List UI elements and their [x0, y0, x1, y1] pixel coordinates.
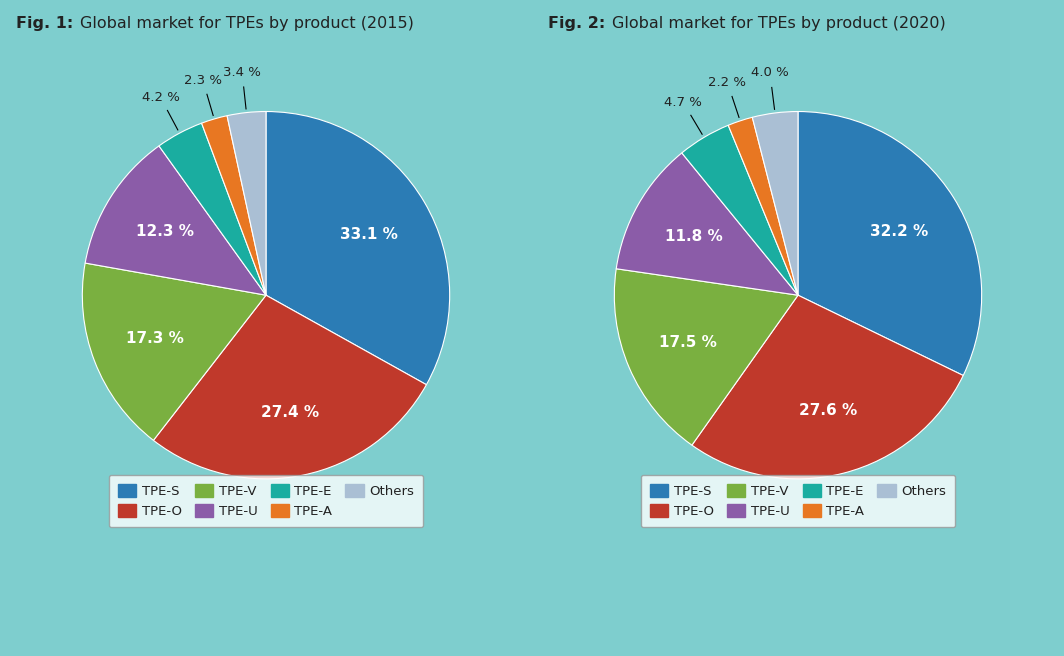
Wedge shape — [266, 112, 450, 384]
Text: Fig. 2:: Fig. 2: — [548, 16, 605, 31]
Text: Global market for TPEs by product (2015): Global market for TPEs by product (2015) — [80, 16, 414, 31]
Wedge shape — [227, 112, 266, 295]
Text: 12.3 %: 12.3 % — [136, 224, 194, 239]
Text: 27.6 %: 27.6 % — [799, 403, 857, 419]
Text: 32.2 %: 32.2 % — [870, 224, 928, 239]
Wedge shape — [682, 125, 798, 295]
Wedge shape — [201, 115, 266, 295]
Text: 4.0 %: 4.0 % — [751, 66, 788, 79]
Text: 2.3 %: 2.3 % — [184, 73, 221, 87]
Text: 2.2 %: 2.2 % — [709, 76, 747, 89]
Wedge shape — [614, 269, 798, 445]
Text: 4.2 %: 4.2 % — [142, 91, 180, 104]
Text: 33.1 %: 33.1 % — [340, 227, 398, 242]
Text: 11.8 %: 11.8 % — [665, 229, 722, 244]
Text: 3.4 %: 3.4 % — [223, 66, 261, 79]
Legend: TPE-S, TPE-O, TPE-V, TPE-U, TPE-E, TPE-A, Others: TPE-S, TPE-O, TPE-V, TPE-U, TPE-E, TPE-A… — [109, 475, 423, 527]
Text: 4.7 %: 4.7 % — [664, 96, 702, 109]
Wedge shape — [798, 112, 982, 375]
Legend: TPE-S, TPE-O, TPE-V, TPE-U, TPE-E, TPE-A, Others: TPE-S, TPE-O, TPE-V, TPE-U, TPE-E, TPE-A… — [641, 475, 955, 527]
Wedge shape — [82, 263, 266, 440]
Wedge shape — [692, 295, 963, 479]
Wedge shape — [85, 146, 266, 295]
Text: Fig. 1:: Fig. 1: — [16, 16, 73, 31]
Text: 27.4 %: 27.4 % — [261, 405, 319, 420]
Text: Global market for TPEs by product (2020): Global market for TPEs by product (2020) — [612, 16, 946, 31]
Wedge shape — [728, 117, 798, 295]
Text: 17.3 %: 17.3 % — [126, 331, 183, 346]
Wedge shape — [153, 295, 427, 479]
Wedge shape — [752, 112, 798, 295]
Wedge shape — [616, 153, 798, 295]
Text: 17.5 %: 17.5 % — [660, 335, 717, 350]
Wedge shape — [159, 123, 266, 295]
